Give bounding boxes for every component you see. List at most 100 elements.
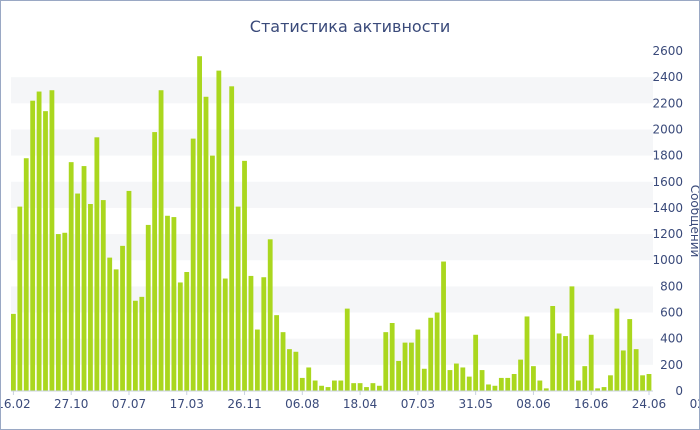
bar: [120, 245, 125, 391]
bar: [588, 334, 594, 391]
bar: [332, 380, 337, 391]
x-tick-label: 17.03: [170, 397, 204, 411]
bar: [428, 317, 434, 391]
bar: [601, 387, 607, 391]
bar: [43, 111, 48, 392]
y-tick-label: 1600: [652, 175, 683, 189]
bar: [434, 312, 440, 391]
bar: [575, 380, 581, 391]
bar: [261, 277, 267, 391]
bar: [505, 377, 511, 391]
grid-bands: [11, 77, 653, 365]
bar: [608, 375, 613, 391]
grid-band: [11, 129, 653, 156]
bar: [325, 387, 331, 391]
bar: [447, 370, 453, 391]
bar: [569, 286, 575, 391]
bar: [640, 375, 645, 391]
bar: [158, 90, 164, 391]
bar: [453, 363, 459, 391]
bar: [75, 193, 81, 391]
bar: [274, 315, 280, 391]
x-tick-label: 31.05: [458, 397, 492, 411]
bar: [299, 377, 305, 391]
bar: [30, 100, 36, 391]
bar: [582, 366, 588, 391]
bar: [81, 166, 87, 391]
grid-band: [11, 77, 653, 104]
y-tick-label: 0: [675, 384, 683, 398]
bar: [248, 275, 254, 391]
bar: [88, 204, 93, 391]
bar: [287, 349, 292, 391]
bar: [17, 206, 23, 391]
x-tick-labels: 16.02 27.10 07.07 17.03 26.11 06.08 18.04 07.03…: [1, 391, 699, 411]
bar: [344, 308, 350, 391]
bar: [319, 385, 324, 391]
y-tick-label: 600: [660, 306, 683, 320]
bar: [68, 162, 74, 391]
x-tick-label: 07.03: [401, 397, 435, 411]
bar: [139, 296, 145, 391]
bar: [550, 306, 556, 391]
bar: [177, 282, 183, 391]
bar: [421, 368, 427, 391]
bar: [210, 155, 215, 391]
grid-band: [11, 181, 653, 208]
y-tick-label: 200: [660, 358, 683, 372]
bar: [563, 336, 568, 391]
x-tick-label: 08.06: [516, 397, 550, 411]
bar: [389, 323, 395, 391]
bar: [229, 86, 235, 391]
bar: [254, 329, 260, 391]
bar: [351, 383, 357, 391]
y-tick-label: 800: [660, 279, 683, 293]
y-tick-label: 1000: [652, 253, 683, 267]
y-tick-label: 2200: [652, 96, 683, 110]
bar: [293, 351, 299, 391]
bar: [479, 370, 485, 391]
x-tick-label: 26.11: [227, 397, 261, 411]
bar: [338, 380, 344, 391]
x-tick-label: 16.06: [574, 397, 608, 411]
y-tick-label: 400: [660, 332, 683, 346]
bar: [113, 269, 119, 391]
x-tick-label: 24.06: [632, 397, 666, 411]
bar: [222, 278, 228, 391]
bar: [306, 367, 312, 391]
bar: [486, 384, 491, 391]
bar: [126, 190, 132, 391]
bar: [511, 374, 517, 391]
bar: [524, 316, 530, 391]
bar: [11, 313, 16, 391]
bar: [49, 90, 55, 391]
x-tick-label: 16.02: [1, 397, 31, 411]
bar: [23, 158, 29, 391]
bar: [62, 232, 68, 391]
y-tick-label: 2000: [652, 122, 683, 136]
x-tick-label: 02.07: [690, 397, 699, 411]
y-tick-label: 2600: [652, 44, 683, 58]
bar: [518, 359, 523, 391]
bar: [498, 377, 504, 391]
y-tick-label: 2400: [652, 70, 683, 84]
bar: [100, 200, 106, 391]
bar: [235, 206, 241, 391]
bar: [364, 387, 369, 391]
bar: [203, 96, 209, 392]
bar: [132, 300, 138, 391]
y-axis-label: Сообщений: [688, 185, 699, 258]
bar: [312, 380, 318, 391]
bar: [197, 56, 202, 391]
bar: [415, 329, 421, 391]
bar: [556, 333, 562, 391]
y-tick-label: 1800: [652, 149, 683, 163]
bar: [55, 234, 61, 391]
bar: [531, 366, 536, 391]
bar: [357, 383, 363, 391]
bar: [460, 367, 466, 391]
bar: [190, 138, 196, 391]
bar: [627, 319, 633, 391]
y-tick-labels: 0 200 400 600 800 1000 1200 1400 1600 1800 2000 220…: [652, 44, 683, 398]
